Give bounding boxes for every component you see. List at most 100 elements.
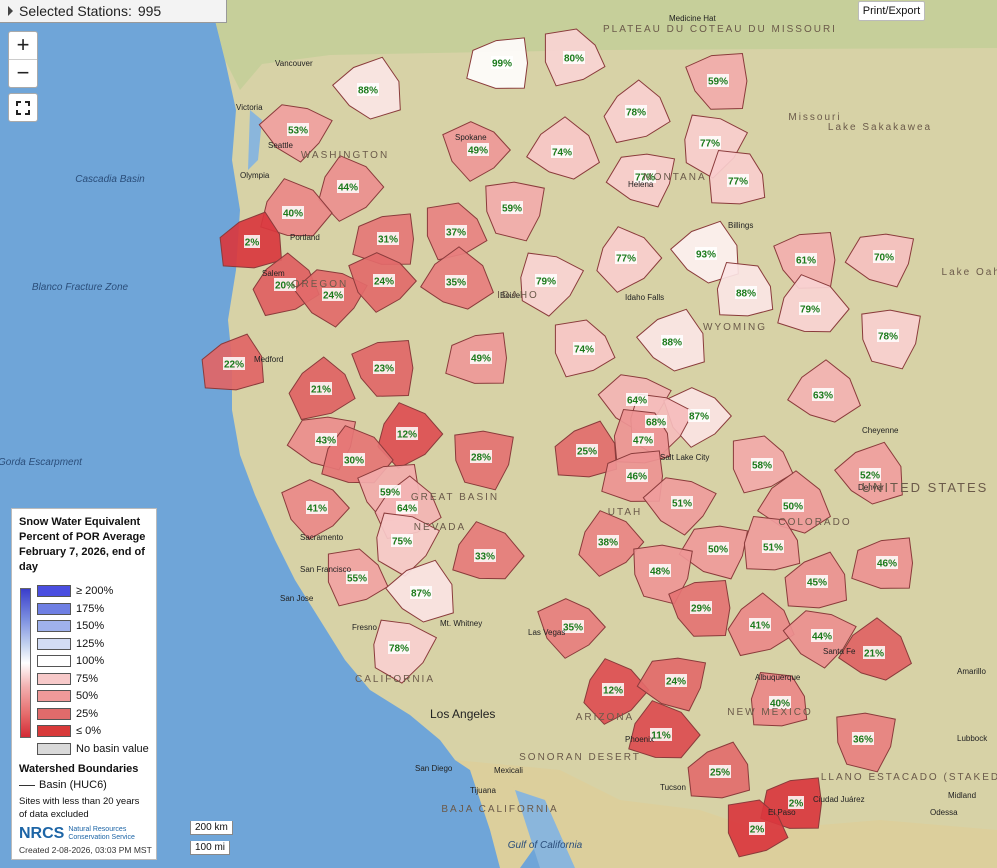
svg-text:78%: 78% <box>389 644 409 655</box>
basin-label: 44% <box>811 629 833 643</box>
fullscreen-button[interactable] <box>8 93 38 122</box>
selected-stations-bar[interactable]: Selected Stations: 995 <box>0 0 227 23</box>
puget-sound <box>248 110 262 170</box>
region-label: UTAH <box>608 507 642 518</box>
scale-mi: 100 mi <box>190 841 231 855</box>
svg-text:53%: 53% <box>288 126 308 137</box>
zoom-in-button[interactable]: + <box>16 32 30 57</box>
svg-text:61%: 61% <box>796 256 816 267</box>
svg-text:64%: 64% <box>397 504 417 515</box>
basin-label: 35% <box>562 620 584 634</box>
legend-class-label: ≤ 0% <box>76 725 101 737</box>
basin-label: 20% <box>274 278 296 292</box>
svg-text:55%: 55% <box>347 574 367 585</box>
place-label: Olympia <box>240 171 270 180</box>
basin-label: 70% <box>873 250 895 264</box>
nrcs-logo-text: NRCS <box>19 825 65 842</box>
basin-label: 61% <box>795 253 817 267</box>
basin-label: 33% <box>474 549 496 563</box>
legend-class-label: 25% <box>76 707 99 720</box>
region-label: LLANO ESTACADO (STAKED PLAIN) <box>821 772 997 783</box>
basin-label: 93% <box>695 247 717 261</box>
svg-text:78%: 78% <box>626 108 646 119</box>
basin-label: 51% <box>762 540 784 554</box>
svg-text:2%: 2% <box>750 825 765 836</box>
legend-class-row: 125% <box>37 637 104 650</box>
legend-class-row: 50% <box>37 690 98 702</box>
basin-label: 29% <box>690 601 712 615</box>
region-label: ARIZONA <box>576 712 634 723</box>
place-label: Ciudad Juárez <box>813 795 865 804</box>
baja <box>470 770 540 868</box>
legend-class-label: 50% <box>76 690 99 702</box>
svg-text:29%: 29% <box>691 604 711 615</box>
basin-label: 59% <box>707 74 729 88</box>
basin-label: 79% <box>535 274 557 288</box>
gulf-california <box>515 790 575 868</box>
print-export-button[interactable]: Print/Export <box>858 1 925 21</box>
svg-text:2%: 2% <box>789 799 804 810</box>
svg-text:46%: 46% <box>877 559 897 570</box>
svg-text:87%: 87% <box>689 412 709 423</box>
legend-class-label: No basin value <box>76 742 149 755</box>
svg-text:21%: 21% <box>864 649 884 660</box>
legend-class-row: 175% <box>37 602 105 615</box>
region-label: Blanco Fracture Zone <box>32 282 129 293</box>
basin-label: 74% <box>551 145 573 159</box>
svg-text:28%: 28% <box>471 453 491 464</box>
region-label: Cascadia Basin <box>75 174 145 185</box>
place-label: Salem <box>262 269 285 278</box>
selected-stations-count: 995 <box>137 3 162 19</box>
svg-text:51%: 51% <box>672 499 692 510</box>
created-timestamp: Created 2-08-2026, 03:03 PM MST <box>19 845 152 855</box>
legend-swatch <box>37 585 71 597</box>
svg-text:48%: 48% <box>650 567 670 578</box>
region-label: WYOMING <box>703 322 767 333</box>
legend-swatch <box>37 742 71 755</box>
legend-swatch <box>37 690 71 702</box>
svg-text:35%: 35% <box>446 278 466 289</box>
place-label: Tijuana <box>470 786 496 795</box>
region-label: COLORADO <box>778 517 851 528</box>
region-label: WASHINGTON <box>301 150 389 161</box>
svg-text:24%: 24% <box>666 677 686 688</box>
svg-text:40%: 40% <box>283 209 303 220</box>
basin-label: 44% <box>337 180 359 194</box>
svg-text:63%: 63% <box>813 391 833 402</box>
zoom-out-button[interactable]: − <box>16 60 30 85</box>
svg-text:31%: 31% <box>378 235 398 246</box>
svg-text:30%: 30% <box>344 456 364 467</box>
svg-text:25%: 25% <box>710 768 730 779</box>
svg-text:70%: 70% <box>874 253 894 264</box>
basin-label: 47% <box>632 433 654 447</box>
svg-text:78%: 78% <box>878 332 898 343</box>
legend-class-label: ≥ 200% <box>76 585 114 597</box>
basin-label: 2% <box>788 796 804 810</box>
place-label: Salt Lake City <box>660 453 709 462</box>
basin-label: 24% <box>665 674 687 688</box>
basin-label: 87% <box>410 586 432 600</box>
place-label: Seattle <box>268 141 293 150</box>
basin-label: 78% <box>877 329 899 343</box>
region-label: CALIFORNIA <box>355 674 435 685</box>
svg-text:64%: 64% <box>627 396 647 407</box>
basin-label: 46% <box>876 556 898 570</box>
basin-label: 21% <box>310 382 332 396</box>
legend-class-label: 175% <box>76 602 105 615</box>
place-label: Midland <box>948 791 976 800</box>
basin-label: 78% <box>625 105 647 119</box>
place-label: San Diego <box>415 764 453 773</box>
legend-class-row: ≤ 0% <box>37 725 101 737</box>
basin-label: 52% <box>859 468 881 482</box>
basin-label: 74% <box>573 342 595 356</box>
basin-label: 88% <box>661 335 683 349</box>
svg-text:79%: 79% <box>800 305 820 316</box>
legend-swatch <box>37 637 71 650</box>
basin-label: 49% <box>467 143 489 157</box>
legend-swatch <box>37 707 71 720</box>
basin-label: 99% <box>491 56 513 70</box>
zoom-control: + − <box>8 31 38 88</box>
expand-arrow-icon[interactable] <box>8 6 13 16</box>
legend-class-row: 25% <box>37 707 99 720</box>
